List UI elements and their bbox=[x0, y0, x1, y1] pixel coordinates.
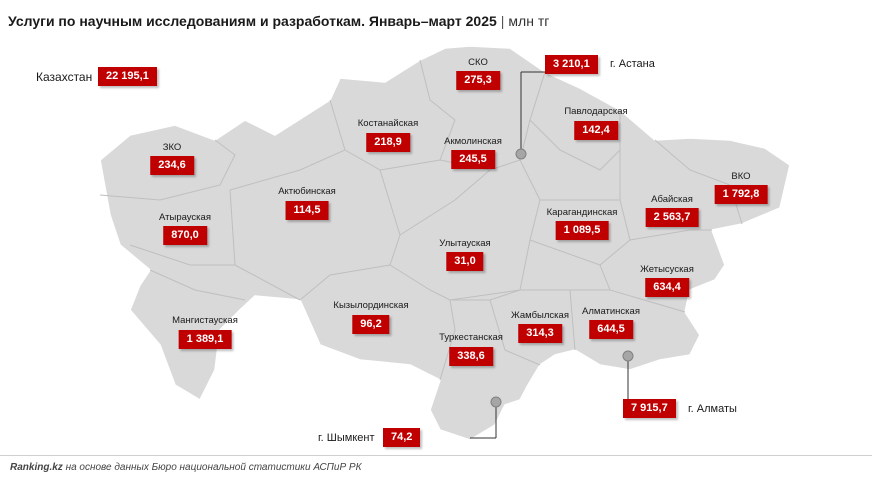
region-label-aktobe: Актюбинская bbox=[278, 186, 336, 197]
region-label-mangistau: Мангистауская bbox=[172, 315, 238, 326]
region-value-ulytau: 31,0 bbox=[446, 252, 484, 271]
region-value-kyzylorda: 96,2 bbox=[352, 315, 390, 334]
region-label-kostanay: Костанайская bbox=[357, 118, 419, 129]
city-value-astana: 3 210,1 bbox=[545, 55, 598, 74]
city-label-almaty: г. Алматы bbox=[688, 403, 737, 415]
source-text: на основе данных Бюро национальной стати… bbox=[62, 462, 362, 473]
region-value-karaganda: 1 089,5 bbox=[555, 221, 609, 240]
almaty-marker bbox=[622, 350, 634, 362]
footer-divider bbox=[0, 455, 872, 456]
region-value-mangistau: 1 389,1 bbox=[178, 330, 232, 349]
region-value-pavlodar: 142,4 bbox=[574, 121, 618, 140]
region-label-zhambyl: Жамбылская bbox=[511, 310, 569, 321]
chart-title: Услуги по научным исследованиям и разраб… bbox=[8, 13, 549, 29]
unit-label: млн тг bbox=[508, 13, 550, 29]
source-name: Ranking.kz bbox=[10, 462, 63, 473]
region-value-zhetysu: 634,4 bbox=[645, 278, 689, 297]
region-label-abai: Абайская bbox=[651, 194, 693, 205]
kazakhstan-value: 22 195,1 bbox=[98, 67, 157, 86]
region-value-vko: 1 792,8 bbox=[714, 185, 768, 204]
city-label-astana: г. Астана bbox=[610, 58, 655, 70]
region-label-pavlodar: Павлодарская bbox=[564, 106, 628, 117]
region-label-zhetysu: Жетысуская bbox=[640, 264, 694, 275]
region-label-atyrau: Атырауская bbox=[159, 212, 211, 223]
region-value-atyrau: 870,0 bbox=[163, 226, 207, 245]
region-borders bbox=[99, 59, 743, 381]
region-value-zko: 234,6 bbox=[150, 156, 194, 175]
region-label-zko: ЗКО bbox=[162, 142, 182, 153]
kazakhstan-label: Казахстан bbox=[36, 70, 93, 84]
region-value-sko: 275,3 bbox=[456, 71, 500, 90]
city-value-shymkent: 74,2 bbox=[383, 428, 421, 447]
city-label-shymkent: г. Шымкент bbox=[318, 432, 375, 444]
source-footer: Ranking.kz на основе данных Бюро национа… bbox=[10, 462, 361, 473]
shymkent-marker bbox=[490, 396, 502, 408]
region-label-akmola: Акмолинская bbox=[444, 136, 502, 147]
city-value-almaty: 7 915,7 bbox=[623, 399, 676, 418]
title-separator: | bbox=[500, 13, 505, 29]
region-value-aktobe: 114,5 bbox=[285, 201, 329, 220]
region-label-kyzylorda: Кызылординская bbox=[333, 300, 409, 311]
astana-marker bbox=[515, 148, 527, 160]
region-label-almaty-region: Алматинская bbox=[582, 306, 640, 317]
region-value-almaty-region: 644,5 bbox=[589, 320, 633, 339]
region-label-sko: СКО bbox=[468, 57, 488, 68]
region-value-zhambyl: 314,3 bbox=[518, 324, 562, 343]
region-value-turkestan: 338,6 bbox=[449, 347, 493, 366]
region-label-karaganda: Карагандинская bbox=[546, 207, 618, 218]
region-value-kostanay: 218,9 bbox=[366, 133, 410, 152]
region-label-ulytau: Улытауская bbox=[439, 238, 491, 249]
region-value-abai: 2 563,7 bbox=[645, 208, 699, 227]
region-value-akmola: 245,5 bbox=[451, 150, 495, 169]
region-label-turkestan: Туркестанская bbox=[439, 332, 503, 343]
region-label-vko: ВКО bbox=[731, 171, 751, 182]
title-text: Услуги по научным исследованиям и разраб… bbox=[8, 13, 497, 29]
